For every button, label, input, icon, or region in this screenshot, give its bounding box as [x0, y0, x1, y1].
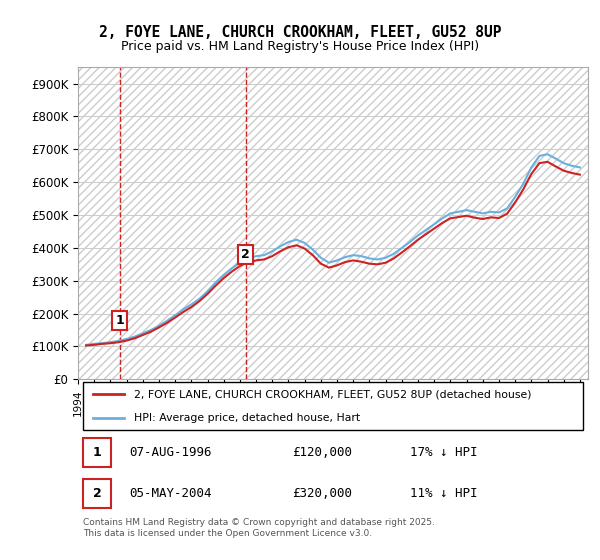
Text: 2, FOYE LANE, CHURCH CROOKHAM, FLEET, GU52 8UP: 2, FOYE LANE, CHURCH CROOKHAM, FLEET, GU…	[99, 25, 501, 40]
Text: 11% ↓ HPI: 11% ↓ HPI	[409, 487, 477, 500]
Text: £120,000: £120,000	[292, 446, 352, 459]
Text: 1: 1	[93, 446, 101, 459]
Text: Price paid vs. HM Land Registry's House Price Index (HPI): Price paid vs. HM Land Registry's House …	[121, 40, 479, 53]
Text: Contains HM Land Registry data © Crown copyright and database right 2025.
This d: Contains HM Land Registry data © Crown c…	[83, 519, 435, 538]
Text: 07-AUG-1996: 07-AUG-1996	[129, 446, 212, 459]
Text: HPI: Average price, detached house, Hart: HPI: Average price, detached house, Hart	[134, 413, 360, 423]
FancyBboxPatch shape	[83, 382, 583, 430]
Text: 1: 1	[115, 314, 124, 326]
Text: £320,000: £320,000	[292, 487, 352, 500]
Text: 05-MAY-2004: 05-MAY-2004	[129, 487, 212, 500]
FancyBboxPatch shape	[83, 479, 111, 507]
Text: 2: 2	[241, 248, 250, 261]
FancyBboxPatch shape	[83, 438, 111, 468]
Text: 2: 2	[93, 487, 101, 500]
Text: 17% ↓ HPI: 17% ↓ HPI	[409, 446, 477, 459]
Text: 2, FOYE LANE, CHURCH CROOKHAM, FLEET, GU52 8UP (detached house): 2, FOYE LANE, CHURCH CROOKHAM, FLEET, GU…	[134, 389, 532, 399]
